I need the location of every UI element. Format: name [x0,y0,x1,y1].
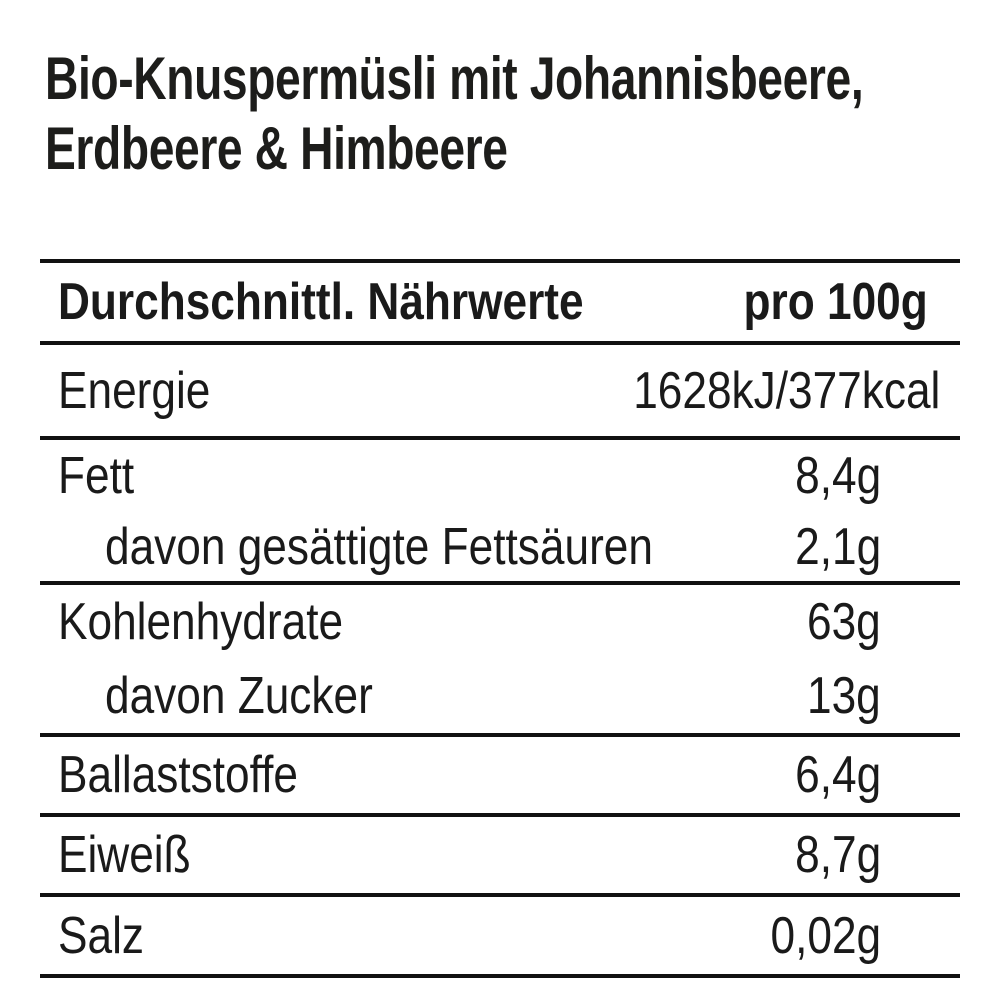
table-row: Salz 0,02g [40,897,960,978]
nutrient-label: davon Zucker [40,666,420,726]
nutrient-value-text: 2,1g [794,517,881,576]
nutrient-value-text: 63g [807,593,881,651]
product-title-line2: Erdbeere & Himbeere [45,115,508,182]
nutrient-label: Salz [40,906,159,966]
product-title-line1: Bio-Knuspermüsli mit Johannisbeere, [45,45,864,112]
nutrient-value: 2,1g [780,517,960,577]
nutrient-value-text: 1628kJ/377kcal [632,361,940,420]
table-header-value-text: pro 100g [743,273,928,331]
nutrient-label: Energie [40,361,237,421]
nutrient-value-text: 0,02g [770,906,881,965]
table-body: Energie 1628kJ/377kcal Fett 8,4g davon gesät… [40,345,960,978]
nutrition-label-page: Bio-Knuspermüsli mit Johannisbeere, Erdb… [0,44,1000,1000]
nutrient-label-text: davon Zucker [105,667,373,725]
table-header-label: Durchschnittl. Nährwerte [40,272,676,332]
nutrient-label-text: Fett [58,447,135,505]
nutrient-label-text: davon gesättigte Fettsäuren [105,517,653,576]
nutrient-label: Kohlenhydrate [40,592,393,652]
nutrient-label: Eiweiß [40,825,214,885]
nutrient-label-text: Kohlenhydrate [58,593,344,651]
nutrient-value: 63g [794,592,960,652]
nutrient-label: Ballaststoffe [40,745,340,805]
table-header-value: pro 100g [711,272,960,332]
table-row: Kohlenhydrate 63g [40,585,960,659]
table-row: Energie 1628kJ/377kcal [40,345,960,440]
nutrient-label: davon gesättigte Fettsäuren [40,517,750,577]
product-title: Bio-Knuspermüsli mit Johannisbeere, Erdb… [45,44,1000,184]
nutrient-value-text: 13g [807,667,881,725]
nutrient-label: Fett [40,446,148,506]
table-row: davon gesättigte Fettsäuren 2,1g [40,512,960,585]
table-row: Eiweiß 8,7g [40,817,960,897]
nutrient-label-text: Salz [58,906,144,965]
nutrient-value: 8,7g [780,825,960,885]
table-row: davon Zucker 13g [40,659,960,737]
table-row: Ballaststoffe 6,4g [40,737,960,817]
nutrient-value: 0,02g [751,906,960,966]
nutrient-value: 13g [794,666,960,726]
table-row: Fett 8,4g [40,440,960,512]
nutrient-value-text: 6,4g [794,746,881,804]
nutrient-label-text: Ballaststoffe [58,746,298,804]
nutrition-table: Durchschnittl. Nährwerte pro 100g Energi… [40,259,960,978]
nutrient-value-text: 8,7g [794,826,881,884]
table-header-label-text: Durchschnittl. Nährwerte [58,273,584,331]
nutrient-label-text: Eiweiß [58,826,191,884]
nutrient-value: 6,4g [780,745,960,805]
nutrient-value: 1628kJ/377kcal [579,361,960,421]
nutrient-value-text: 8,4g [794,447,881,505]
nutrient-value: 8,4g [780,446,960,506]
table-header-row: Durchschnittl. Nährwerte pro 100g [40,263,960,345]
nutrient-label-text: Energie [58,361,211,420]
